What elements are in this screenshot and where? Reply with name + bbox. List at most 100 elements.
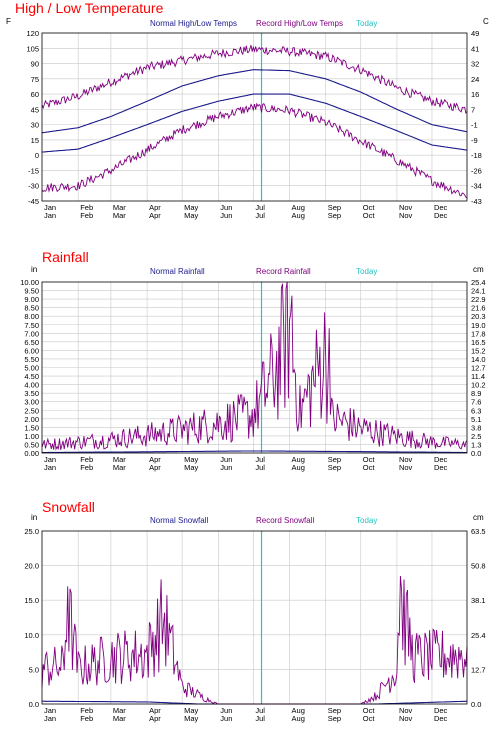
rainfall-y-tick-right: 7.6 [471, 398, 481, 407]
rainfall-y-tick-left: 4.50 [24, 372, 39, 381]
rainfall-x-tick-label: May [184, 455, 198, 464]
rainfall-y-tick-right: 21.6 [471, 304, 486, 313]
temperature-x-tick-label: Feb [80, 203, 93, 212]
rainfall-y-tick-right: 16.5 [471, 338, 486, 347]
rainfall-y-tick-right: 5.1 [471, 415, 481, 424]
temperature-series-record-low [41, 102, 468, 199]
snowfall-plot-frame [41, 530, 468, 705]
temperature-y-ticks-left: 120 105 90 75 60 45 30 15 0 -15 -30 -45 [26, 29, 39, 206]
temperature-x-tick-label: May [184, 203, 198, 212]
snowfall-x-tick-label: Apr [149, 706, 161, 715]
snowfall-x-tick-label: Oct [363, 706, 376, 715]
rainfall-chart-title: Rainfall [42, 249, 89, 265]
temperature-x-tick-label: Aug [292, 203, 305, 212]
snowfall-y-tick-right: 50.8 [471, 562, 486, 571]
temperature-x-tick-label: Nov [399, 203, 413, 212]
temperature-x-tick-label: Apr [149, 211, 161, 220]
temperature-y-tick-right: -1 [471, 121, 478, 130]
temperature-right-unit: C [483, 17, 489, 26]
rainfall-x-tick-label: Jan [44, 463, 56, 472]
temperature-series [41, 33, 468, 201]
rainfall-legend-record: Record Rainfall [256, 267, 311, 276]
temperature-y-tick-right: 7 [471, 105, 475, 114]
rainfall-y-tick-left: 2.00 [24, 415, 39, 424]
snowfall-x-tick-label: Aug [292, 714, 305, 723]
temperature-x-tick-label: Oct [363, 203, 376, 212]
rainfall-y-tick-right: 20.3 [471, 312, 486, 321]
rainfall-x-tick-label: Aug [292, 455, 305, 464]
snowfall-x-tick-label: Nov [399, 706, 413, 715]
temperature-chart-title: High / Low Temperature [15, 0, 164, 16]
rainfall-x-tick-label: Feb [80, 455, 93, 464]
snowfall-y-tick-right: 63.5 [471, 527, 486, 536]
snowfall-chart: Snowfall in cm Normal Snowfall Record Sn… [24, 499, 485, 723]
temperature-y-tick-left: 0 [35, 151, 39, 160]
rainfall-y-tick-right: 15.2 [471, 346, 486, 355]
temperature-x-tick-label: Jun [220, 203, 232, 212]
snowfall-x-tick-label: Jan [44, 714, 56, 723]
temperature-y-tick-right: -26 [471, 166, 482, 175]
temperature-y-tick-right: 24 [471, 75, 479, 84]
rainfall-y-tick-left: 3.50 [24, 389, 39, 398]
temperature-x-tick-label: Oct [363, 211, 376, 220]
temperature-y-ticks-right: 49 41 32 24 16 7 -1 -9 -18 -26 -34 -43 [471, 29, 482, 206]
rainfall-y-tick-right: 3.8 [471, 423, 481, 432]
rainfall-y-tick-left: 6.50 [24, 338, 39, 347]
snowfall-x-tick-label: Jul [255, 714, 265, 723]
snowfall-y-tick-right: 25.4 [471, 631, 486, 640]
rainfall-x-tick-label: Oct [363, 463, 376, 472]
rainfall-y-tick-right: 0.0 [471, 449, 481, 458]
snowfall-x-tick-label: Jun [220, 706, 232, 715]
temperature-y-tick-right: -43 [471, 197, 482, 206]
snowfall-x-tick-label: Jun [220, 714, 232, 723]
snowfall-y-tick-left: 15.0 [24, 596, 39, 605]
rainfall-y-tick-right: 1.3 [471, 440, 481, 449]
rainfall-legend-normal: Normal Rainfall [150, 267, 205, 276]
temperature-y-tick-left: 120 [26, 29, 39, 38]
rainfall-x-tick-label: Jul [255, 463, 265, 472]
temperature-legend-record: Record High/Low Temps [256, 19, 343, 28]
temperature-series-normal-low [41, 93, 468, 153]
temperature-y-tick-right: 16 [471, 90, 479, 99]
temperature-x-tick-label: Mar [113, 203, 126, 212]
temperature-y-tick-left: -30 [28, 182, 39, 191]
snowfall-x-tick-label: Jan [44, 706, 56, 715]
temperature-y-tick-left: 45 [31, 105, 39, 114]
rainfall-y-tick-left: 8.00 [24, 312, 39, 321]
snowfall-y-tick-left: 25.0 [24, 527, 39, 536]
snowfall-x-tick-label: Sep [328, 706, 341, 715]
temperature-y-tick-right: 32 [471, 60, 479, 69]
rainfall-x-tick-label: Jun [220, 455, 232, 464]
temperature-y-tick-right: 49 [471, 29, 479, 38]
snowfall-x-tick-label: Nov [399, 714, 413, 723]
rainfall-x-tick-label: Oct [363, 455, 376, 464]
rainfall-y-tick-right: 22.9 [471, 295, 486, 304]
rainfall-y-tick-left: 6.00 [24, 346, 39, 355]
rainfall-y-tick-right: 19.0 [471, 321, 486, 330]
rainfall-plot-frame [41, 281, 468, 454]
snowfall-y-tick-left: 10.0 [24, 631, 39, 640]
rainfall-x-tick-label: Apr [149, 455, 161, 464]
snowfall-x-tick-label: Mar [113, 706, 126, 715]
rainfall-x-tick-label: Jul [255, 455, 265, 464]
snowfall-x-tick-label: May [184, 714, 198, 723]
snowfall-series-record [41, 575, 468, 705]
rainfall-left-unit: in [31, 265, 37, 274]
rainfall-right-unit: cm [473, 265, 484, 274]
temperature-y-tick-left: 30 [31, 121, 39, 130]
rainfall-y-tick-right: 14.0 [471, 355, 486, 364]
temperature-y-tick-left: -45 [28, 197, 39, 206]
snowfall-chart-title: Snowfall [42, 499, 95, 515]
temperature-y-tick-left: 105 [26, 44, 39, 53]
rainfall-x-tick-label: May [184, 463, 198, 472]
snowfall-y-tick-left: 0.0 [29, 700, 39, 709]
rainfall-x-tick-label: Jan [44, 455, 56, 464]
snowfall-series [41, 531, 468, 705]
temperature-left-unit: F [6, 17, 11, 26]
temperature-grid [42, 33, 467, 201]
snowfall-y-tick-right: 0.0 [471, 700, 481, 709]
rainfall-x-tick-label: Nov [399, 463, 413, 472]
rainfall-y-tick-left: 1.50 [24, 423, 39, 432]
rainfall-chart: Rainfall in cm Normal Rainfall Record Ra… [20, 249, 485, 472]
